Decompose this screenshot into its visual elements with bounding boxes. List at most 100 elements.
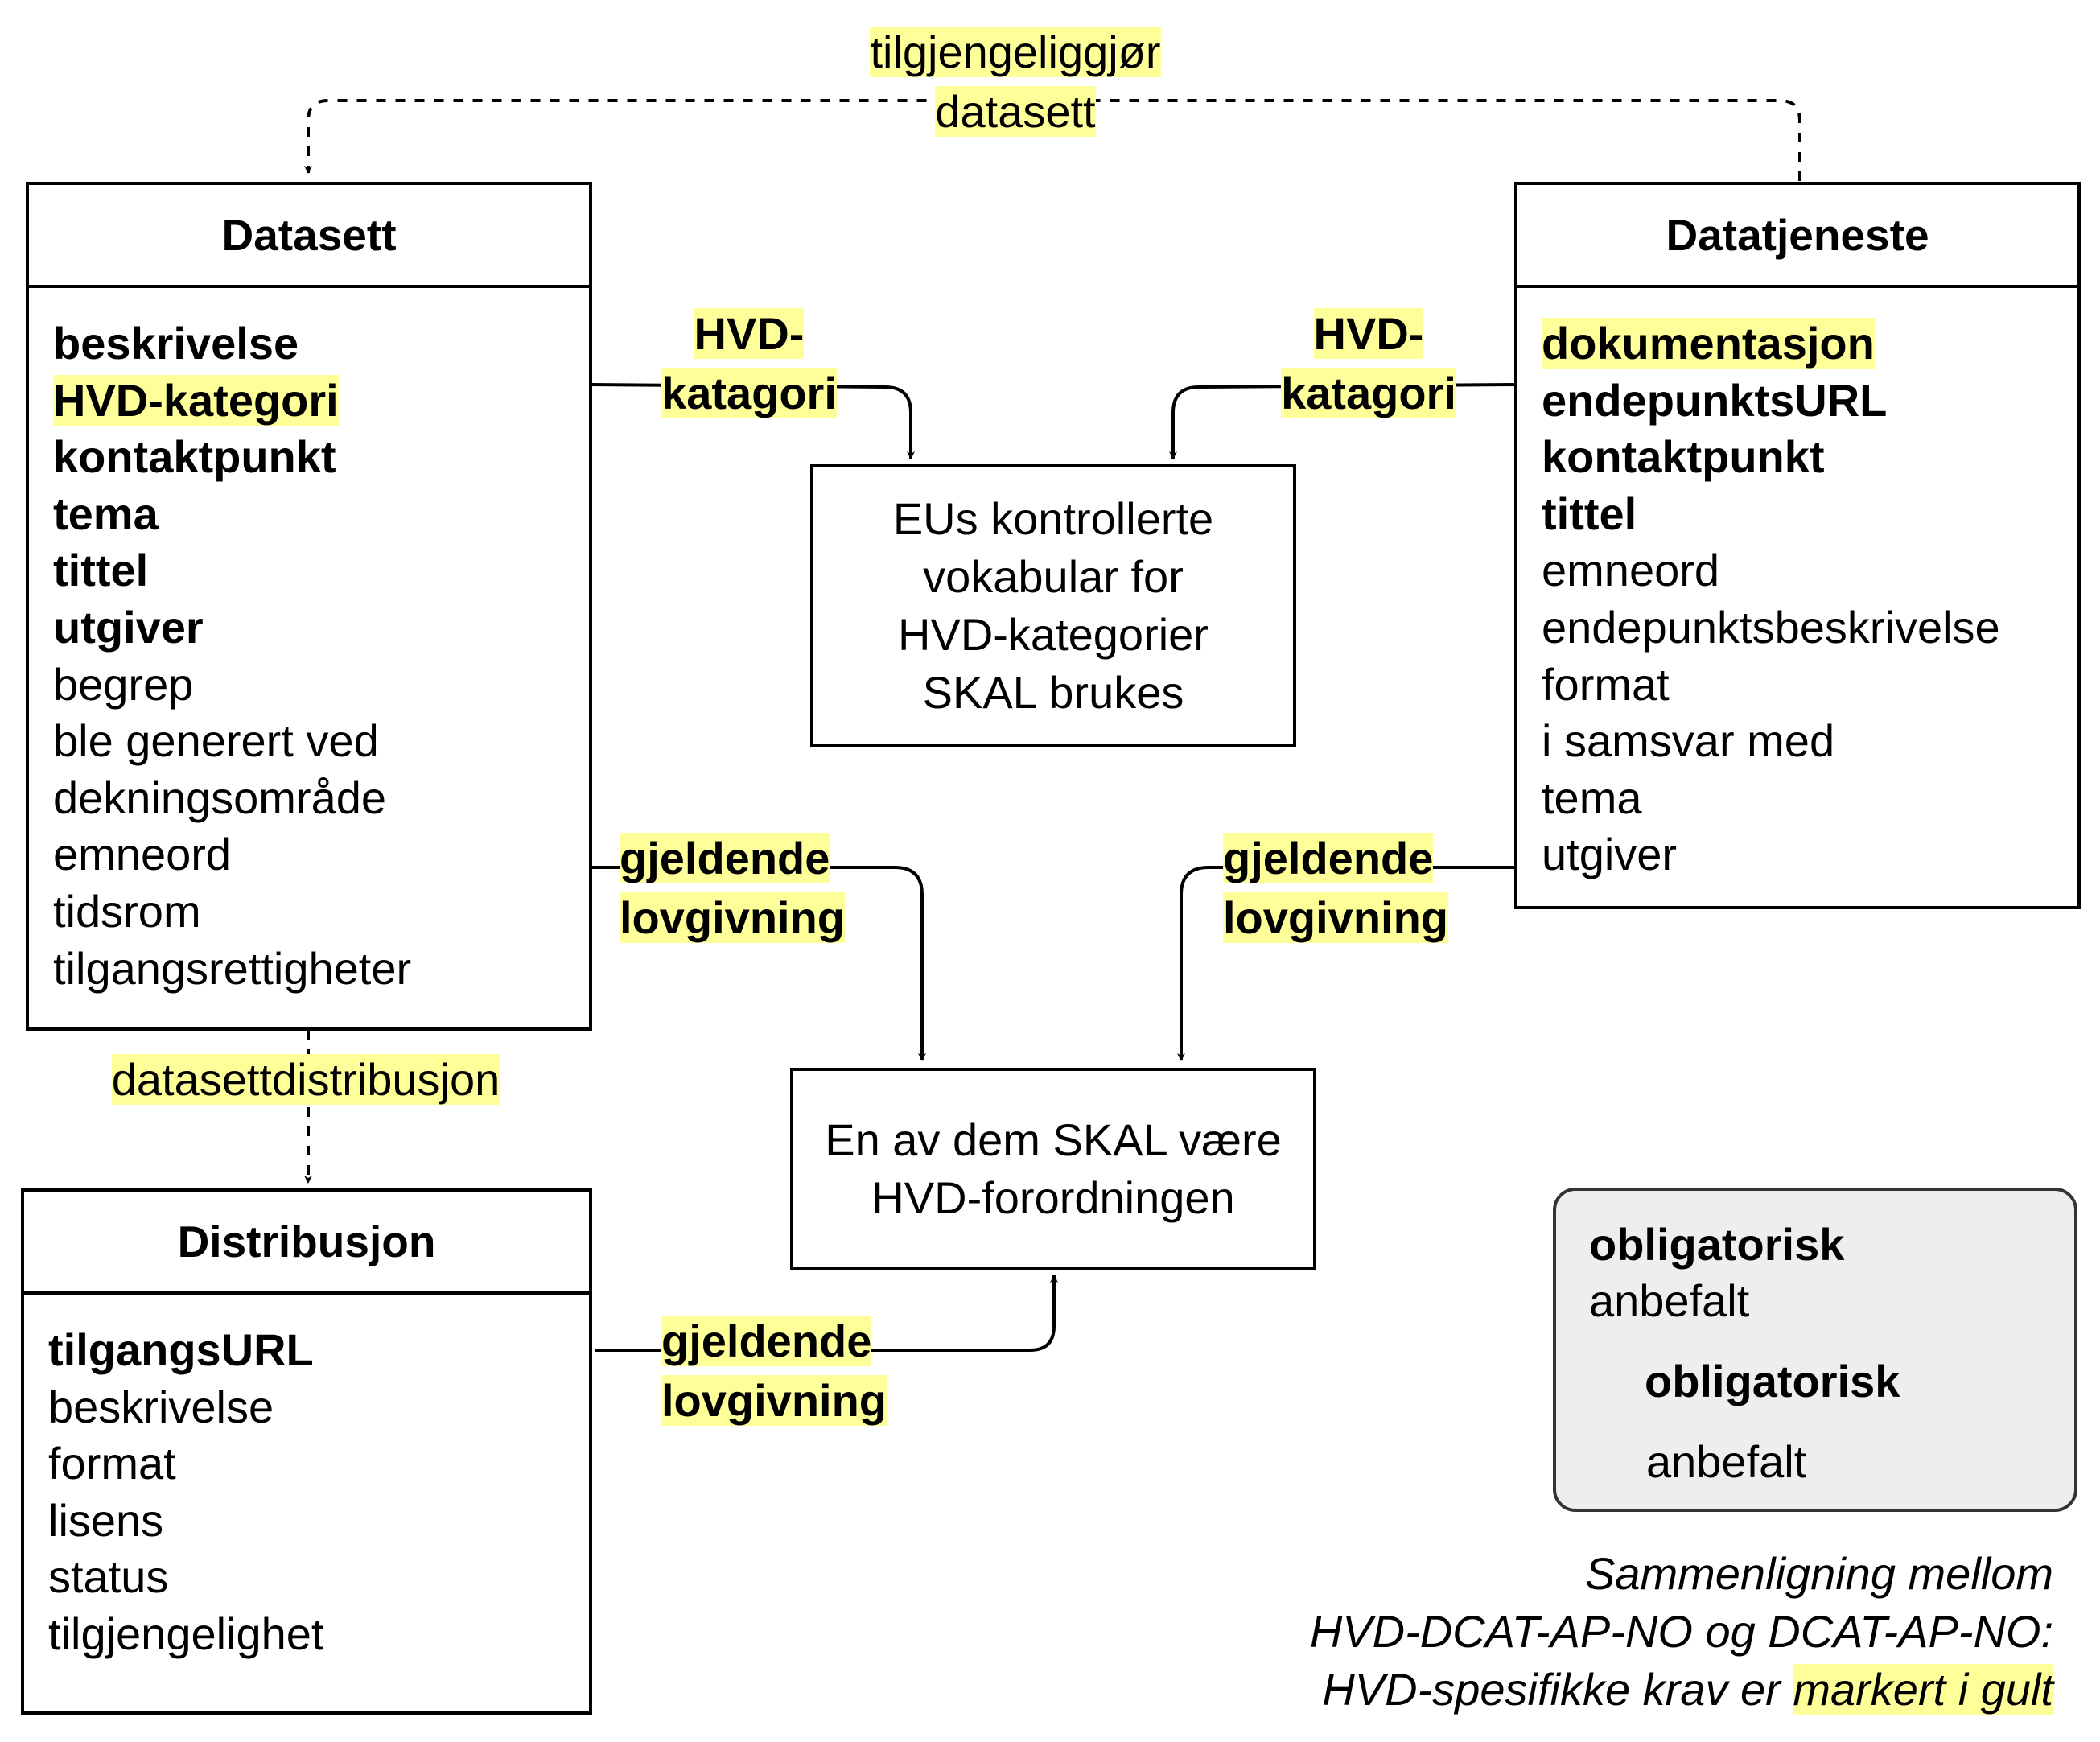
datasett-attribute-text: tema bbox=[53, 488, 159, 539]
legend-box bbox=[1553, 1188, 2077, 1512]
edge-label-line: gjeldende bbox=[620, 833, 830, 883]
distribusjon-attribute-text: format bbox=[48, 1438, 176, 1489]
distribusjon-attributes: tilgangsURL beskrivelse format lisens status… bbox=[48, 1322, 323, 1663]
edge-label-line: katagori bbox=[661, 368, 837, 418]
datasett-attribute-text: beskrivelse bbox=[53, 318, 299, 369]
label-hvd-kategori-right: HVD-katagori bbox=[1255, 304, 1482, 423]
label-gjeldende-lovgivning-right: gjeldende lovgivning bbox=[1223, 829, 1482, 948]
distribusjon-attribute: status bbox=[48, 1549, 323, 1606]
datatjeneste-attribute: format bbox=[1542, 657, 2000, 714]
datasett-attribute: ble generert ved bbox=[53, 713, 411, 770]
datatjeneste-attribute-text: dokumentasjon bbox=[1542, 318, 1875, 369]
datatjeneste-attribute: utgiver bbox=[1542, 826, 2000, 883]
datasett-attribute-text: emneord bbox=[53, 829, 232, 880]
datatjeneste-attribute: tema bbox=[1542, 770, 2000, 827]
datasett-attribute-text: kontaktpunkt bbox=[53, 431, 336, 483]
datatjeneste-attribute: tittel bbox=[1542, 486, 2000, 543]
datasett-attribute: HVD-kategori bbox=[53, 373, 411, 430]
datatjeneste-attribute-text: emneord bbox=[1542, 545, 1720, 596]
edge-label-line: HVD- bbox=[1313, 308, 1424, 359]
edge-label-line: tilgjengeliggjør bbox=[870, 27, 1161, 77]
distribusjon-attribute: beskrivelse bbox=[48, 1379, 323, 1436]
vocab-line: EUs kontrollerte bbox=[892, 493, 1214, 544]
edge-hvd-right bbox=[1169, 383, 1515, 459]
datatjeneste-attribute-text: endepunktsbeskrivelse bbox=[1542, 601, 2000, 653]
distribusjon-attribute: tilgjengelighet bbox=[48, 1606, 323, 1663]
datasett-title: Datasett bbox=[29, 185, 589, 288]
label-hvd-kategori-left: HVD-katagori bbox=[636, 304, 863, 423]
legislation-line: En av dem SKAL være bbox=[825, 1114, 1282, 1165]
edge-label-line: gjeldende bbox=[1223, 833, 1434, 883]
datatjeneste-attribute-text: format bbox=[1542, 658, 1670, 710]
edge-label-line: datasettdistribusjon bbox=[111, 1054, 500, 1105]
edge-label-line: lovgivning bbox=[661, 1375, 887, 1426]
distribusjon-attribute: lisens bbox=[48, 1493, 323, 1550]
legend-required-arrow-label: obligatorisk bbox=[1641, 1353, 1904, 1410]
vocab-line: HVD-kategorier bbox=[898, 609, 1209, 660]
datatjeneste-attribute-text: tema bbox=[1542, 772, 1642, 823]
distribusjon-attribute-text: tilgjengelighet bbox=[48, 1608, 324, 1659]
label-datasettdistribusjon: datasettdistribusjon bbox=[80, 1050, 531, 1110]
distribusjon-title: Distribusjon bbox=[24, 1192, 589, 1295]
datatjeneste-attribute: emneord bbox=[1542, 542, 2000, 599]
datatjeneste-attributes: dokumentasjon endepunktsURL kontaktpunkt ti… bbox=[1542, 315, 2000, 883]
edge-hvd-left bbox=[591, 383, 915, 459]
datatjeneste-attribute: endepunktsbeskrivelse bbox=[1542, 599, 2000, 657]
datatjeneste-attribute-text: tittel bbox=[1542, 488, 1637, 539]
datasett-attribute: tittel bbox=[53, 542, 411, 599]
datatjeneste-attribute-text: kontaktpunkt bbox=[1542, 431, 1825, 483]
datatjeneste-attribute-text: i samsvar med bbox=[1542, 715, 1835, 767]
datatjeneste-title: Datatjeneste bbox=[1517, 185, 2077, 288]
datasett-attribute-text: tidsrom bbox=[53, 885, 201, 937]
datatjeneste-attribute: kontaktpunkt bbox=[1542, 429, 2000, 486]
label-gjeldende-lovgivning-distribusjon: gjeldende lovgivning bbox=[661, 1312, 920, 1431]
distribusjon-attribute: format bbox=[48, 1435, 323, 1493]
legend-recommended: anbefalt bbox=[1589, 1275, 1750, 1326]
edge-law-right bbox=[1177, 866, 1514, 1061]
edge-law-dist bbox=[595, 1275, 1058, 1352]
datasett-attribute-text: HVD-kategori bbox=[53, 374, 339, 426]
datatjeneste-attribute-text: endepunktsURL bbox=[1542, 374, 1888, 426]
distribusjon-box: Distribusjon tilgangsURL beskrivelse forma… bbox=[21, 1188, 592, 1715]
datatjeneste-attribute: dokumentasjon bbox=[1542, 315, 2000, 373]
datasett-attribute: tema bbox=[53, 486, 411, 543]
caption-line-1: Sammenligning mellom bbox=[1584, 1548, 2053, 1599]
datasett-attribute-text: begrep bbox=[53, 658, 194, 710]
datasett-attribute-text: tittel bbox=[53, 545, 149, 596]
caption-highlight: markert i gult bbox=[1793, 1664, 2053, 1715]
edge-label-line: lovgivning bbox=[620, 892, 845, 943]
caption-line-2: HVD-DCAT-AP-NO og DCAT-AP-NO: bbox=[1309, 1606, 2053, 1657]
distribusjon-attribute-text: lisens bbox=[48, 1494, 164, 1546]
distribusjon-attribute-text: beskrivelse bbox=[48, 1381, 274, 1432]
legend-recommended-arrow-label: anbefalt bbox=[1641, 1434, 1812, 1490]
datasett-attribute-text: tilgangsrettigheter bbox=[53, 942, 412, 994]
datasett-box: Datasett beskrivelse HVD-kategori kontaktp… bbox=[26, 182, 592, 1031]
datatjeneste-attribute: i samsvar med bbox=[1542, 713, 2000, 770]
vocab-line: SKAL brukes bbox=[922, 667, 1184, 718]
edge-label-line: katagori bbox=[1281, 368, 1456, 418]
distribusjon-attribute: tilgangsURL bbox=[48, 1322, 323, 1379]
datasett-attribute: tidsrom bbox=[53, 883, 411, 941]
edge-label-line: datasett bbox=[935, 86, 1096, 137]
legislation-line: HVD-forordningen bbox=[871, 1172, 1235, 1223]
datasett-attribute: begrep bbox=[53, 657, 411, 714]
datatjeneste-attribute-text: utgiver bbox=[1542, 829, 1678, 880]
vocab-line: vokabular for bbox=[923, 551, 1184, 602]
datasett-attribute-text: utgiver bbox=[53, 601, 204, 653]
datasett-attribute: utgiver bbox=[53, 599, 411, 657]
datasett-attribute: kontaktpunkt bbox=[53, 429, 411, 486]
distribusjon-attribute-text: tilgangsURL bbox=[48, 1324, 314, 1375]
edge-label-line: gjeldende bbox=[661, 1316, 872, 1366]
datatjeneste-box: Datatjeneste dokumentasjon endepunktsURL k… bbox=[1514, 182, 2081, 909]
datasett-attribute: dekningsområde bbox=[53, 770, 411, 827]
vocabulary-box: EUs kontrollerte vokabular for HVD-kategor… bbox=[810, 464, 1296, 747]
edge-law-left bbox=[591, 866, 926, 1061]
edge-label-line: lovgivning bbox=[1223, 892, 1448, 943]
datasett-attribute: tilgangsrettigheter bbox=[53, 941, 411, 998]
caption-line-3-prefix: HVD-spesifikke krav er bbox=[1322, 1664, 1793, 1715]
datasett-attribute: beskrivelse bbox=[53, 315, 411, 373]
distribusjon-attribute-text: status bbox=[48, 1551, 169, 1603]
caption-line-3: HVD-spesifikke krav er markert i gult bbox=[1322, 1661, 2053, 1719]
datasett-attribute-text: ble generert ved bbox=[53, 715, 379, 767]
datatjeneste-attribute: endepunktsURL bbox=[1542, 373, 2000, 430]
